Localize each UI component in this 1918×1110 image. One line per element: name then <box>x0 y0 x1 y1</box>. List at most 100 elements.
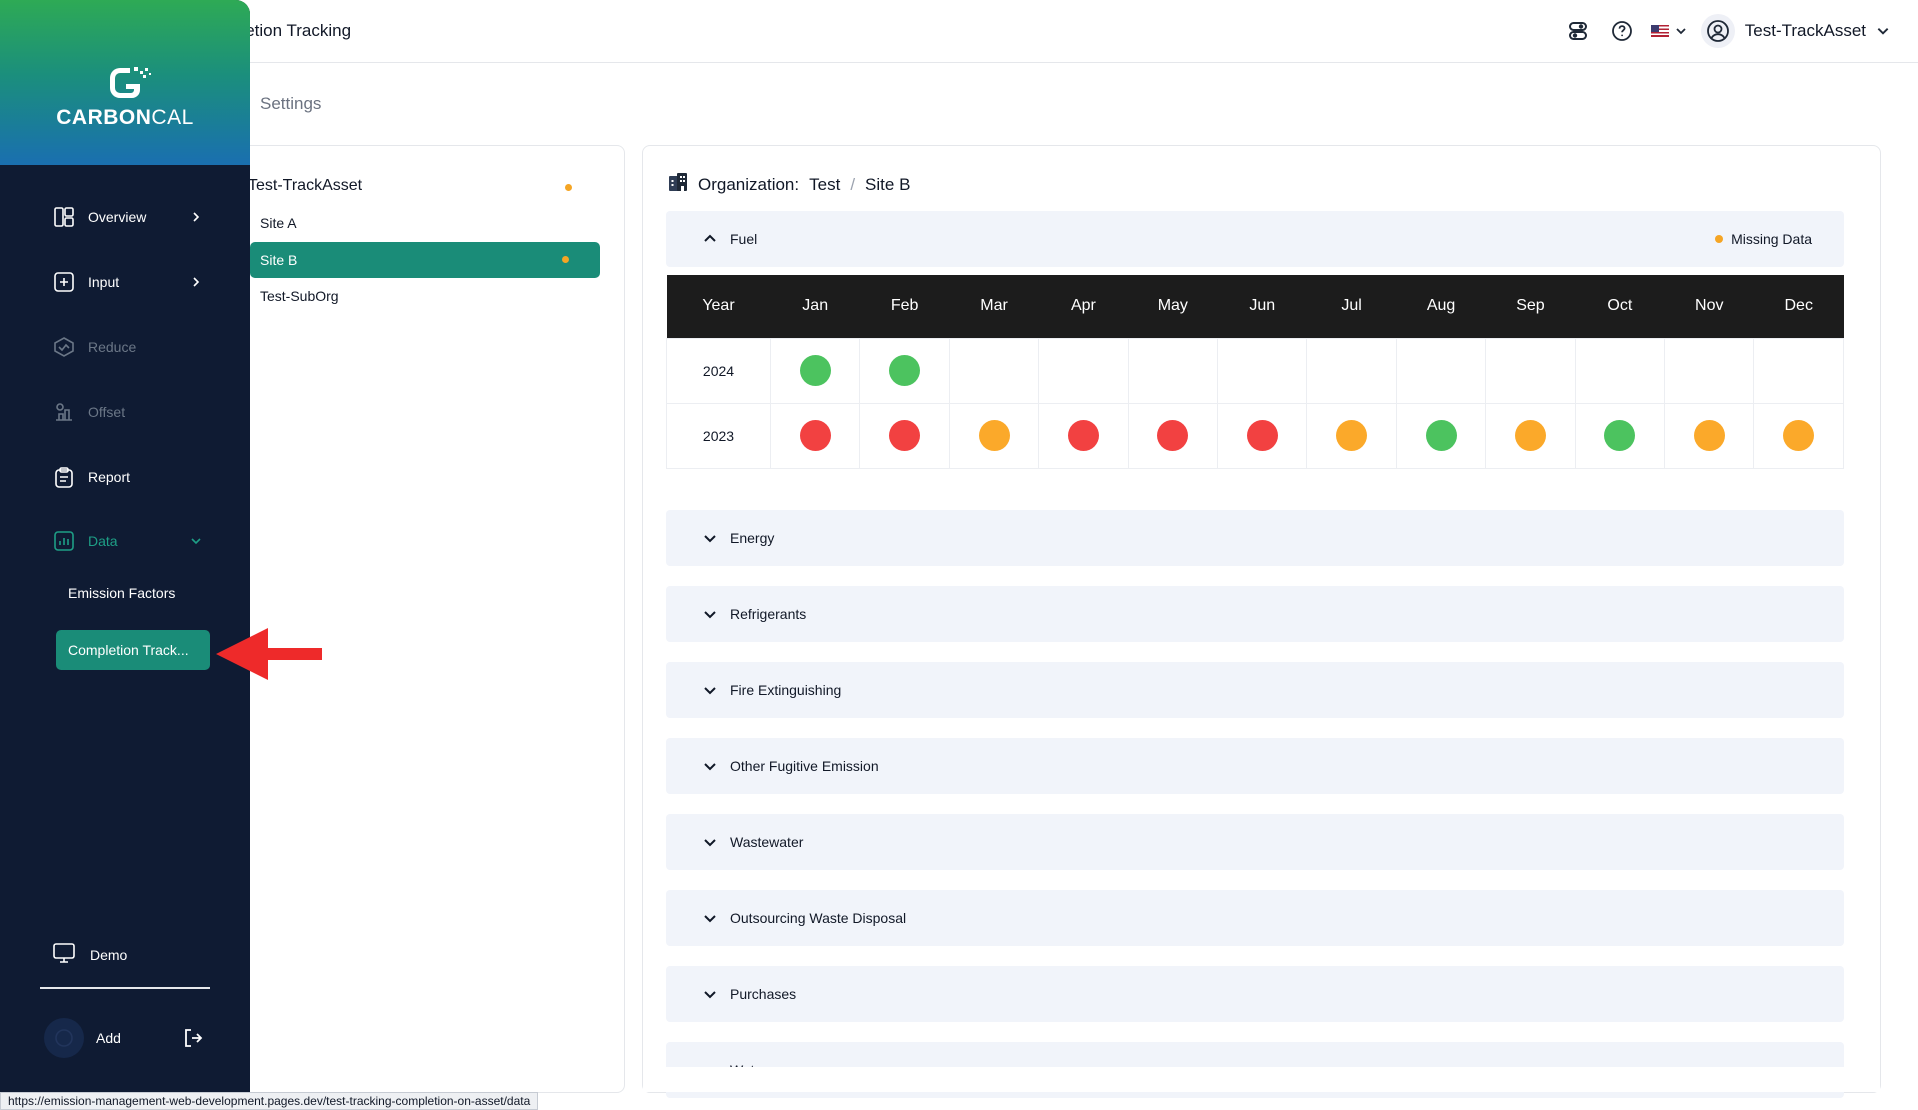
section-label: Purchases <box>730 986 797 1002</box>
header-actions: Test-TrackAsset <box>1563 14 1890 48</box>
column-header-month: Dec <box>1753 275 1844 338</box>
month-cell <box>948 402 1040 469</box>
section-label: Fuel <box>730 231 758 247</box>
sidebar-item-label: Data <box>88 533 118 549</box>
section-label: Fire Extinguishing <box>730 682 842 698</box>
language-selector[interactable] <box>1650 25 1687 37</box>
chevron-right-icon <box>193 277 200 287</box>
tree-item-label: Site B <box>260 252 298 268</box>
completion-table: Year Jan Feb Mar Apr May Jun Jul Aug Sep Oct Nov Dec… <box>666 275 1844 469</box>
status-dot-red[interactable] <box>1246 420 1278 451</box>
tree-item-test-suborg[interactable]: Test-SubOrg <box>260 288 339 304</box>
chevron-down-icon <box>702 910 718 926</box>
status-dot-orange[interactable] <box>1693 420 1725 451</box>
missing-data-dot <box>562 256 569 263</box>
sidebar-item-label: Reduce <box>88 339 137 355</box>
organization-tree-panel <box>240 145 625 1093</box>
monitor-icon <box>52 942 76 967</box>
tab-settings[interactable]: Settings <box>260 94 322 113</box>
section-wastewater[interactable]: Wastewater <box>666 814 1844 870</box>
month-cell <box>1217 337 1308 404</box>
help-icon[interactable] <box>1607 16 1637 46</box>
sidebar-item-report[interactable]: Report <box>52 462 202 492</box>
chevron-down-icon <box>1877 28 1889 35</box>
section-refrigerants[interactable]: Refrigerants <box>666 586 1844 642</box>
section-label: Refrigerants <box>730 606 807 622</box>
column-header-month: Jul <box>1306 275 1397 338</box>
organization-avatar[interactable] <box>44 1018 84 1058</box>
status-dot-red[interactable] <box>1157 420 1189 451</box>
year-cell: 2023 <box>666 402 771 469</box>
section-fire-extinguishing[interactable]: Fire Extinguishing <box>666 662 1844 718</box>
chevron-down-icon <box>702 986 718 1002</box>
user-menu[interactable]: Test-TrackAsset <box>1700 14 1890 48</box>
tree-root-item[interactable]: Test-TrackAsset <box>248 177 363 194</box>
status-dot-orange[interactable] <box>1514 420 1546 451</box>
section-fuel[interactable]: Fuel Missing Data <box>666 211 1844 267</box>
section-outsourcing-waste-disposal[interactable]: Outsourcing Waste Disposal <box>666 890 1844 946</box>
month-cell <box>1038 337 1129 404</box>
status-bar-url: https://emission-management-web-developm… <box>0 1092 539 1110</box>
month-cell <box>1306 337 1397 404</box>
sidebar-item-reduce[interactable]: Reduce <box>52 332 202 362</box>
sidebar-item-label: Input <box>88 274 120 290</box>
month-cell <box>769 402 861 469</box>
sidebar-divider <box>40 987 210 989</box>
stack-icon[interactable] <box>1563 16 1593 46</box>
status-dot-green[interactable] <box>799 355 831 386</box>
column-header-month: Sep <box>1485 275 1576 338</box>
status-dot-red[interactable] <box>799 420 831 451</box>
site-name: Site B <box>865 174 911 194</box>
add-organization-button[interactable]: Add <box>96 1030 121 1046</box>
sidebar-subitem-emission-factors[interactable]: Emission Factors <box>68 585 176 601</box>
status-dot-red[interactable] <box>1067 420 1099 451</box>
status-dot-orange[interactable] <box>978 420 1010 451</box>
sidebar-item-input[interactable]: Input <box>52 267 202 297</box>
sidebar-item-offset[interactable]: Offset <box>52 397 202 427</box>
status-dot-red[interactable] <box>889 420 921 451</box>
sidebar-subitem-completion-tracking[interactable]: Completion Track... <box>56 630 210 670</box>
report-icon <box>52 465 76 489</box>
column-header-month: Mar <box>949 275 1039 338</box>
status-dot-orange[interactable] <box>1336 420 1368 451</box>
sidebar-item-overview[interactable]: Overview <box>52 202 202 232</box>
status-dot-green[interactable] <box>1604 420 1636 451</box>
section-label: Wastewater <box>730 834 804 850</box>
chevron-down-icon <box>702 606 718 622</box>
sidebar-footer: Add <box>44 1018 204 1058</box>
status-dot-green[interactable] <box>1425 420 1457 451</box>
sidebar-item-data[interactable]: Data <box>52 526 202 556</box>
month-cell <box>1664 337 1755 404</box>
data-icon <box>52 529 76 553</box>
carboncal-logo-icon <box>96 62 166 111</box>
user-name: Test-TrackAsset <box>1744 21 1866 40</box>
user-avatar-icon <box>1700 14 1735 48</box>
column-header-month: Jun <box>1217 275 1307 338</box>
status-dot-green[interactable] <box>889 355 921 386</box>
legend-label: Missing Data <box>1731 231 1812 247</box>
table-row: 2024 <box>666 337 1844 404</box>
sidebar-item-demo[interactable]: Demo <box>52 942 127 967</box>
section-other-fugitive-emission[interactable]: Other Fugitive Emission <box>666 738 1844 794</box>
sidebar-item-label: Offset <box>88 404 126 420</box>
month-cell <box>1395 402 1487 469</box>
tree-item-site-b[interactable]: Site B <box>250 242 600 278</box>
chevron-down-icon <box>702 682 718 698</box>
chevron-down-icon <box>191 538 201 545</box>
legend-missing-data: Missing Data <box>1715 211 1812 267</box>
month-cell <box>1574 337 1666 404</box>
chevron-down-icon <box>702 758 718 774</box>
section-purchases[interactable]: Purchases <box>666 966 1844 1022</box>
overview-icon <box>52 205 76 229</box>
month-cell <box>1395 337 1487 404</box>
column-header-month: Jan <box>770 275 860 338</box>
scroll-clip <box>643 1067 1880 1092</box>
sidebar: CARBONCAL Overview Input Reduce Offset R… <box>0 0 250 1092</box>
building-icon <box>668 172 688 197</box>
status-dot-orange[interactable] <box>1783 420 1815 451</box>
input-icon <box>52 270 76 294</box>
tree-item-site-a[interactable]: Site A <box>260 215 297 231</box>
chevron-down-icon <box>702 530 718 546</box>
section-energy[interactable]: Energy <box>666 510 1844 566</box>
logout-icon[interactable] <box>182 1027 204 1049</box>
